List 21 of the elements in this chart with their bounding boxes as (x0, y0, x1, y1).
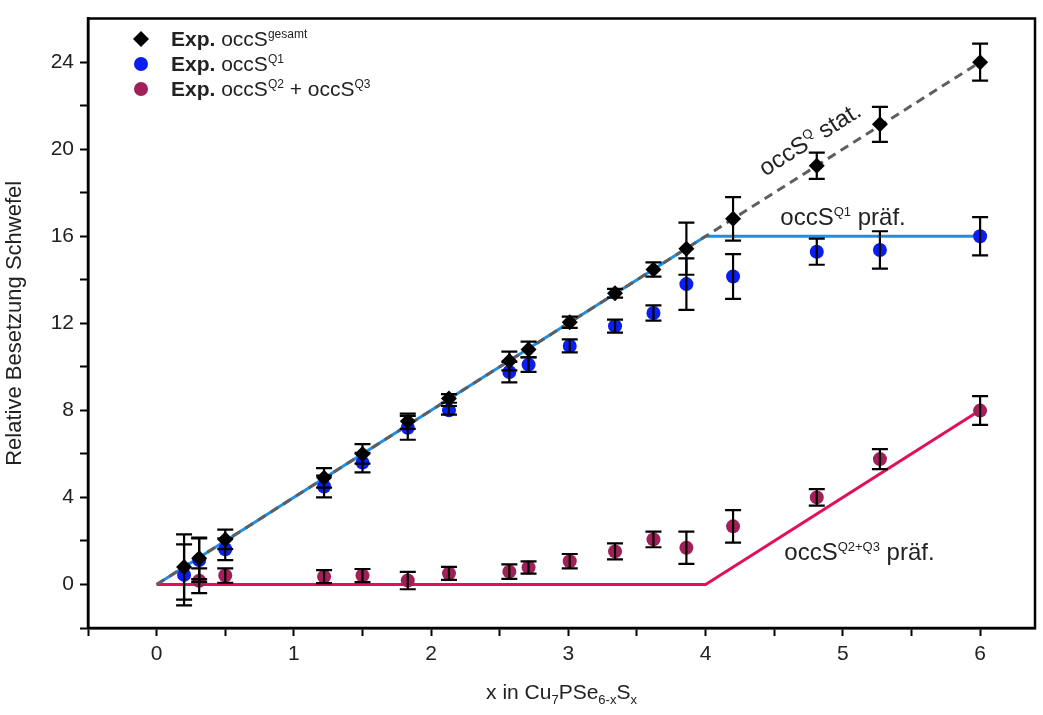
series-label: occS$^{Q1}$ präf. (780, 202, 906, 231)
y-tick-label: 20 (50, 135, 74, 159)
x-tick-label: 4 (699, 641, 712, 665)
x-tick-label: 1 (288, 641, 300, 665)
x-tick-label: 2 (425, 641, 437, 665)
legend-label: Exp. occS$^{Q1}$ (171, 52, 284, 77)
y-tick-label: 16 (50, 223, 74, 247)
y-axis-title: Relative Besetzung Schwefel (1, 180, 27, 466)
y-tick-label: 24 (50, 48, 75, 72)
legend-label: Exp. occS$^{Q2}$ + occS$^{Q3}$ (171, 77, 371, 102)
x-tick-label: 5 (837, 641, 849, 665)
x-tick-label: 3 (562, 641, 575, 665)
series-label: occS$^{Q2+Q3}$ präf. (784, 538, 935, 567)
y-tick-label: 12 (50, 310, 74, 334)
x-axis-title: x in Cu$_{7}$PSe$_{6-x}$S$_{x}$ (486, 680, 637, 708)
y-tick-label: 0 (62, 571, 74, 595)
legend-label: Exp. occS$^{gesamt}$ (171, 27, 308, 52)
x-tick-label: 6 (974, 641, 986, 665)
y-tick-label: 8 (62, 397, 74, 421)
x-tick-label: 0 (150, 641, 163, 665)
y-tick-label: 4 (62, 484, 75, 508)
